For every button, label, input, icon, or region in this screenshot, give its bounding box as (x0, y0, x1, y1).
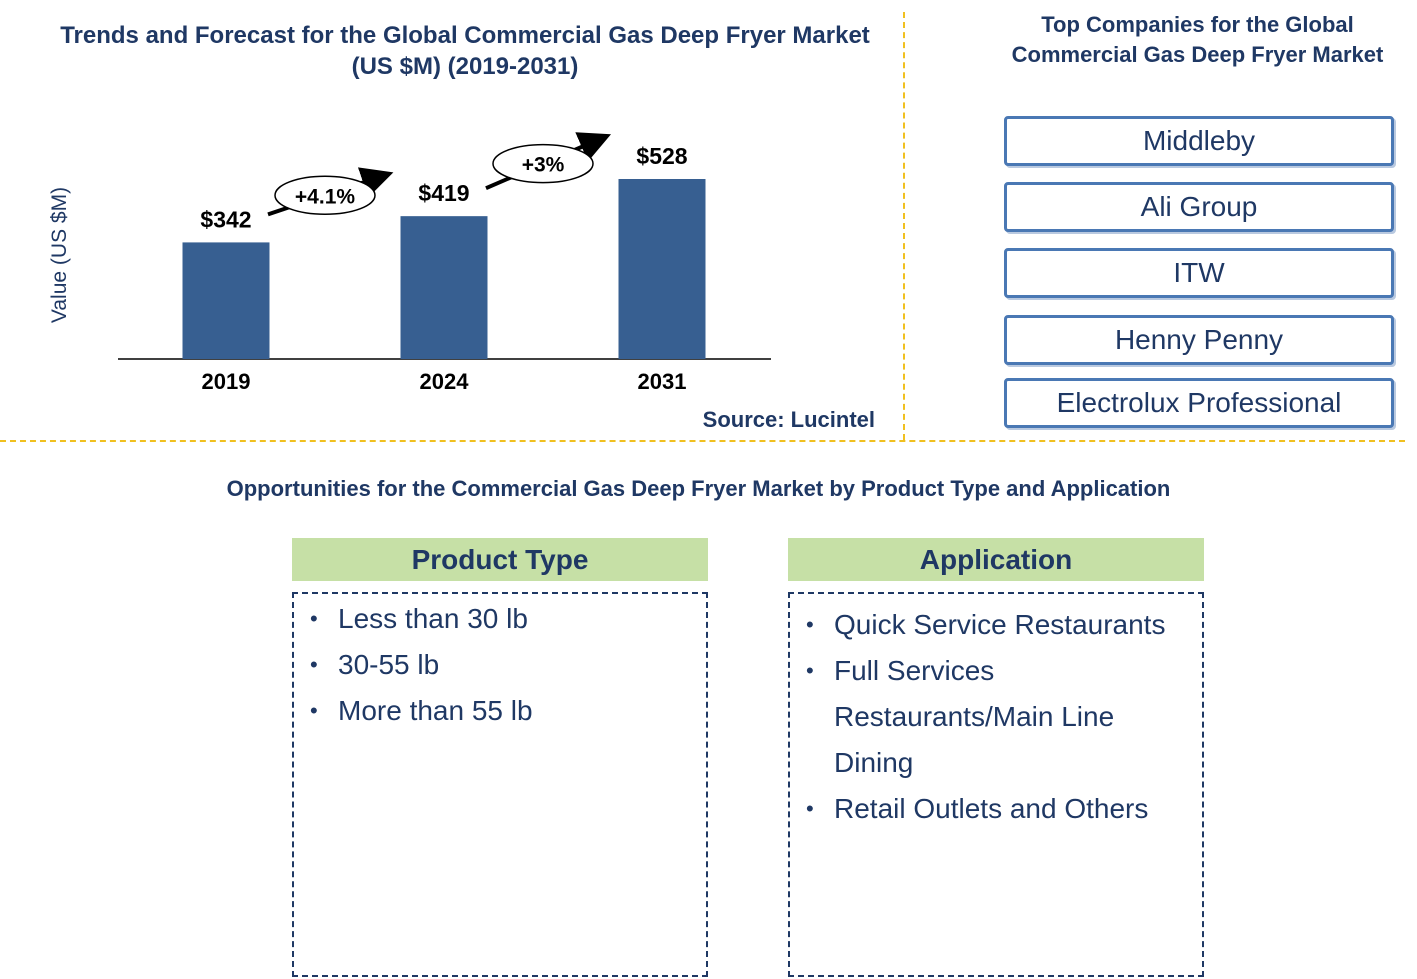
tick-label-2024: 2024 (420, 369, 470, 394)
bar-chart: Value (US $M) $342 2019 $419 2024 $528 2031 +… (48, 132, 875, 432)
data-label-2024: $419 (418, 180, 469, 206)
bar-2031 (618, 179, 706, 359)
application-box: Quick Service Restaurants Full Services … (788, 592, 1204, 977)
company-box-middleby: Middleby (1004, 116, 1394, 166)
company-box-electrolux-professional: Electrolux Professional (1004, 378, 1394, 428)
list-item: More than 55 lb (294, 688, 706, 734)
companies-title: Top Companies for the Global Commercial … (1011, 12, 1384, 67)
vertical-divider (903, 12, 905, 440)
tick-label-2019: 2019 (202, 369, 251, 394)
company-name: Electrolux Professional (1056, 387, 1342, 418)
growth-bubble (274, 175, 376, 216)
bar-2019 (182, 242, 270, 359)
application-list: Quick Service Restaurants Full Services … (790, 602, 1190, 832)
company-name: Middleby (1142, 125, 1256, 156)
y-axis-label: Value (US $M) (48, 187, 71, 323)
list-item: Retail Outlets and Others (790, 786, 1190, 832)
data-label-2019: $342 (200, 206, 251, 232)
company-box-ali-group: Ali Group (1004, 182, 1394, 232)
list-item: Less than 30 lb (294, 596, 706, 642)
company-name: Henny Penny (1114, 324, 1284, 355)
product-type-box: Less than 30 lb 30-55 lb More than 55 lb (292, 592, 708, 977)
tick-label-2031: 2031 (638, 369, 687, 394)
data-label-2031: $528 (636, 143, 687, 169)
list-item: 30-55 lb (294, 642, 706, 688)
chart-title: Trends and Forecast for the Global Comme… (60, 22, 870, 80)
list-item: Quick Service Restaurants (790, 602, 1190, 648)
application-header: Application (788, 538, 1204, 581)
bar-2024 (400, 216, 488, 359)
source-label: Source: Lucintel (703, 407, 875, 432)
company-name: ITW (1173, 257, 1225, 288)
product-type-list: Less than 30 lb 30-55 lb More than 55 lb (294, 596, 706, 734)
company-name: Ali Group (1140, 191, 1258, 222)
product-type-header: Product Type (292, 538, 708, 581)
growth-rate-label: +4.1% (295, 185, 355, 208)
horizontal-divider (0, 440, 1405, 442)
company-box-henny-penny: Henny Penny (1004, 315, 1394, 365)
list-item: Full Services Restaurants/Main Line Dini… (790, 648, 1190, 786)
growth-rate-label: +3% (522, 154, 565, 177)
company-box-itw: ITW (1004, 248, 1394, 298)
opportunities-title: Opportunities for the Commercial Gas Dee… (226, 476, 1171, 501)
growth-bubble (492, 143, 594, 184)
